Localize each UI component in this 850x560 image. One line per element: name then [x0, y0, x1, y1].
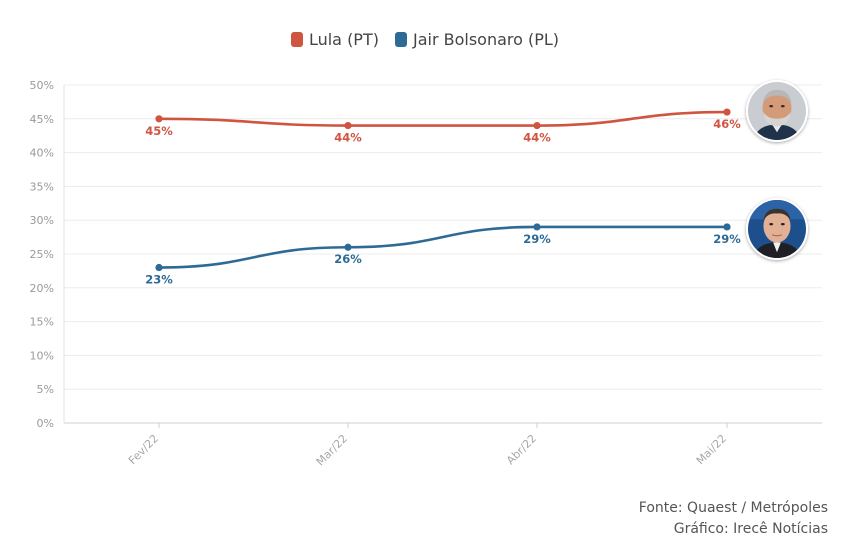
data-point[interactable]	[533, 223, 541, 231]
y-tick-label: 10%	[30, 349, 54, 362]
data-label: 45%	[145, 124, 173, 138]
data-point[interactable]	[344, 243, 352, 251]
data-label: 29%	[713, 232, 741, 246]
legend-swatch-bolsonaro	[394, 32, 407, 47]
data-point[interactable]	[723, 108, 731, 116]
y-tick-label: 30%	[30, 214, 54, 227]
data-label: 29%	[523, 232, 551, 246]
legend-item-bolsonaro[interactable]: Jair Bolsonaro (PL)	[394, 30, 560, 49]
legend-label-lula: Lula (PT)	[308, 30, 379, 49]
legend-swatch-lula	[290, 32, 303, 47]
data-point[interactable]	[533, 121, 541, 130]
data-label: 23%	[145, 273, 173, 287]
y-tick-label: 0%	[37, 417, 54, 430]
y-tick-label: 20%	[30, 282, 54, 295]
data-label: 46%	[713, 117, 741, 131]
data-label: 44%	[523, 131, 551, 145]
x-tick-label: Fev/22	[126, 432, 161, 467]
bolsonaro-avatar	[746, 198, 808, 260]
x-tick-label: Mar/22	[314, 432, 350, 468]
gridlines	[64, 84, 822, 424]
y-tick-label: 15%	[30, 316, 54, 329]
series-line	[157, 110, 729, 127]
legend-label-bolsonaro: Jair Bolsonaro (PL)	[412, 30, 560, 49]
y-tick-label: 5%	[37, 383, 54, 396]
x-tick-label: Mai/22	[694, 432, 729, 467]
y-tick-label: 45%	[30, 113, 54, 126]
legend: Lula (PT) Jair Bolsonaro (PL)	[0, 30, 850, 49]
source-credit: Fonte: Quaest / Metrópoles	[638, 500, 828, 516]
y-tick-label: 50%	[30, 79, 54, 92]
data-point[interactable]	[344, 121, 352, 130]
y-tick-label: 35%	[30, 180, 54, 193]
y-tick-label: 40%	[30, 147, 54, 160]
data-label: 26%	[334, 252, 362, 266]
data-labels: 45% 44% 44% 46% 23% 26% 29% 29%	[145, 117, 741, 286]
legend-item-lula[interactable]: Lula (PT)	[290, 30, 379, 49]
graphic-credit: Gráfico: Irecê Notícias	[673, 521, 828, 537]
series-line	[157, 225, 729, 269]
lula-avatar	[746, 80, 808, 142]
x-tick-label: Abr/22	[504, 432, 539, 467]
y-tick-label: 25%	[30, 248, 54, 261]
data-label: 44%	[334, 131, 362, 145]
data-point[interactable]	[155, 263, 163, 272]
data-point[interactable]	[723, 223, 731, 231]
series-lines	[155, 108, 731, 272]
data-point[interactable]	[155, 115, 163, 123]
axes: 0% 5% 10% 15% 20% 25% 30% 35% 40% 45% 50% Fev/22 Mar…	[30, 79, 730, 468]
chart-credits: Fonte: Quaest / Metrópoles Gráfico: Irec…	[639, 498, 828, 540]
